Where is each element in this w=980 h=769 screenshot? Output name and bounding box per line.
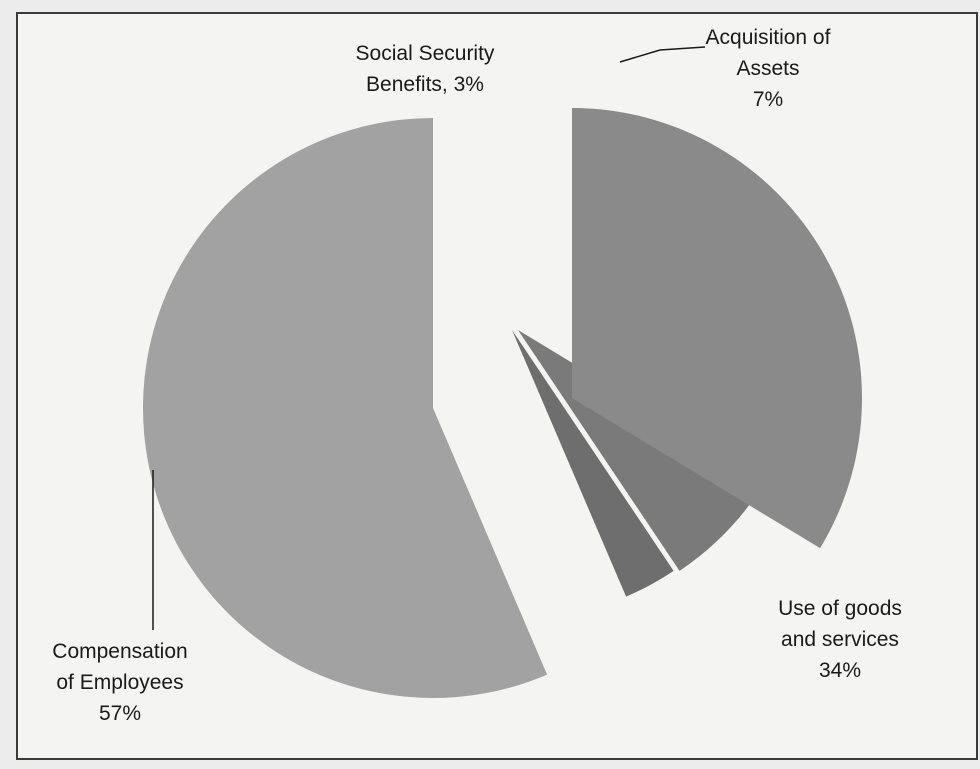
- slice-label-line: Use of goods: [778, 597, 902, 620]
- slice-label-line: Acquisition of: [706, 26, 831, 49]
- slice-label-line: Benefits, 3%: [366, 73, 484, 96]
- slice-label-line: 7%: [753, 88, 783, 111]
- pie-slice-use-of-goods-and-services: [572, 108, 863, 549]
- leader-line: [619, 46, 706, 63]
- pie-slice-compensation-of-employees: [142, 118, 548, 698]
- slice-label-line: Assets: [736, 57, 799, 80]
- slice-label-line: 57%: [99, 702, 141, 725]
- leader-lines: [152, 46, 706, 630]
- pie-slices: [142, 108, 863, 698]
- slice-label-line: of Employees: [56, 671, 183, 694]
- slice-label-line: Compensation: [52, 640, 187, 663]
- slice-label: Social Security Benefits, 3%: [356, 42, 495, 96]
- slice-label: Use of goods and services 34%: [778, 597, 902, 682]
- slice-label-line: Social Security: [356, 42, 495, 65]
- slice-label: Compensation of Employees 57%: [52, 640, 187, 725]
- slice-labels: Compensation of Employees 57% Social Securi…: [52, 26, 902, 725]
- slice-label-line: and services: [781, 628, 899, 651]
- slice-label: Acquisition of Assets 7%: [706, 26, 831, 111]
- pie-slice-social-security-benefits: [512, 330, 674, 597]
- slice-label-line: 34%: [819, 659, 861, 682]
